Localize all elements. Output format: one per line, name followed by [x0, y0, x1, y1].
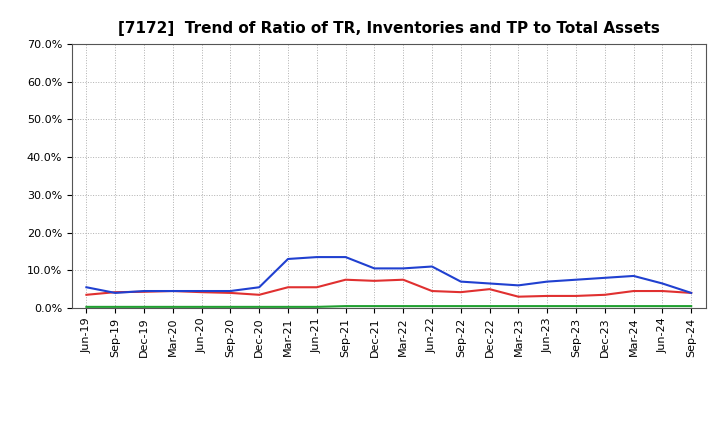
Trade Receivables	[312, 285, 321, 290]
Inventories	[543, 279, 552, 284]
Trade Payables	[82, 304, 91, 309]
Inventories	[82, 285, 91, 290]
Trade Receivables	[341, 277, 350, 282]
Inventories	[485, 281, 494, 286]
Trade Receivables	[572, 293, 580, 299]
Trade Payables	[428, 304, 436, 309]
Inventories	[658, 281, 667, 286]
Trade Receivables	[370, 278, 379, 283]
Inventories	[226, 288, 235, 293]
Trade Receivables	[82, 292, 91, 297]
Inventories	[428, 264, 436, 269]
Trade Receivables	[255, 292, 264, 297]
Inventories	[168, 288, 177, 293]
Inventories	[312, 254, 321, 260]
Trade Payables	[370, 304, 379, 309]
Trade Receivables	[658, 288, 667, 293]
Trade Receivables	[543, 293, 552, 299]
Trade Payables	[456, 304, 465, 309]
Trade Payables	[572, 304, 580, 309]
Trade Payables	[514, 304, 523, 309]
Trade Receivables	[629, 288, 638, 293]
Inventories	[370, 266, 379, 271]
Inventories	[255, 285, 264, 290]
Trade Receivables	[284, 285, 292, 290]
Trade Payables	[197, 304, 206, 309]
Inventories	[140, 288, 148, 293]
Trade Payables	[168, 304, 177, 309]
Line: Trade Receivables: Trade Receivables	[86, 280, 691, 297]
Trade Receivables	[226, 290, 235, 296]
Trade Payables	[226, 304, 235, 309]
Trade Payables	[543, 304, 552, 309]
Trade Receivables	[140, 289, 148, 294]
Inventories	[456, 279, 465, 284]
Line: Trade Payables: Trade Payables	[86, 306, 691, 307]
Trade Receivables	[514, 294, 523, 299]
Inventories	[197, 288, 206, 293]
Inventories	[600, 275, 609, 280]
Title: [7172]  Trend of Ratio of TR, Inventories and TP to Total Assets: [7172] Trend of Ratio of TR, Inventories…	[118, 21, 660, 36]
Inventories	[111, 290, 120, 296]
Trade Payables	[341, 304, 350, 309]
Trade Receivables	[197, 290, 206, 295]
Inventories	[341, 254, 350, 260]
Trade Receivables	[687, 290, 696, 296]
Trade Receivables	[168, 288, 177, 293]
Inventories	[572, 277, 580, 282]
Trade Payables	[658, 304, 667, 309]
Trade Payables	[600, 304, 609, 309]
Trade Receivables	[399, 277, 408, 282]
Trade Payables	[485, 304, 494, 309]
Trade Payables	[629, 304, 638, 309]
Trade Payables	[284, 304, 292, 309]
Inventories	[514, 283, 523, 288]
Trade Receivables	[485, 286, 494, 292]
Inventories	[284, 257, 292, 262]
Trade Payables	[687, 304, 696, 309]
Trade Payables	[111, 304, 120, 309]
Inventories	[399, 266, 408, 271]
Trade Payables	[140, 304, 148, 309]
Trade Payables	[312, 304, 321, 309]
Inventories	[629, 273, 638, 279]
Line: Inventories: Inventories	[86, 257, 691, 293]
Trade Receivables	[111, 290, 120, 295]
Trade Receivables	[456, 290, 465, 295]
Inventories	[687, 290, 696, 296]
Trade Receivables	[600, 292, 609, 297]
Trade Payables	[255, 304, 264, 309]
Trade Receivables	[428, 288, 436, 293]
Trade Payables	[399, 304, 408, 309]
